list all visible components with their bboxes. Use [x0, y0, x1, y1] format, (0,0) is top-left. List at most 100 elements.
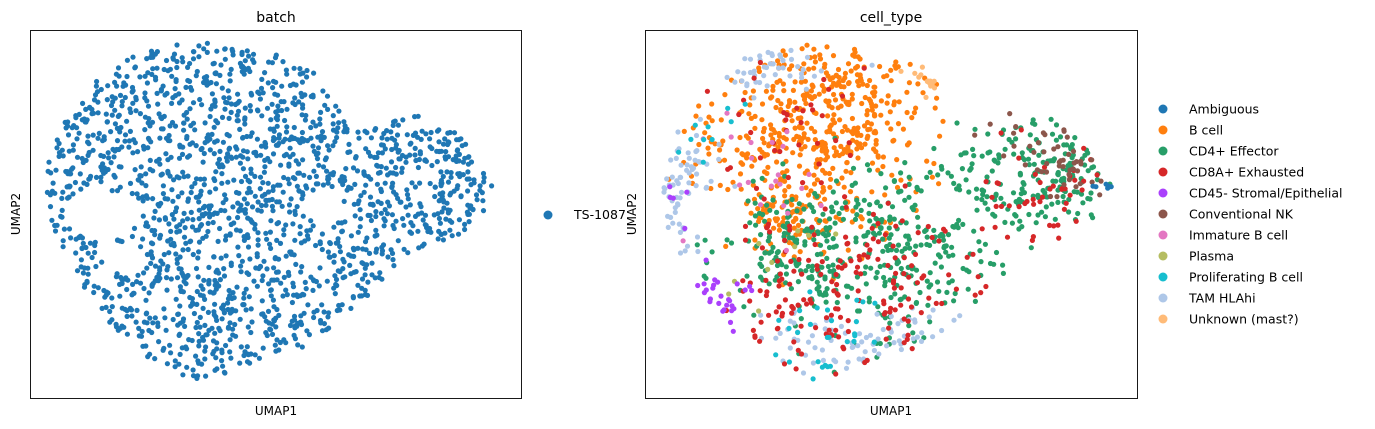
- batch-point: [111, 154, 117, 160]
- batch-point: [204, 74, 210, 80]
- cell-type-point-cd8a-exhausted: [791, 268, 797, 274]
- cell-type-point-conventional-nk: [1047, 193, 1054, 200]
- batch-point: [350, 165, 357, 171]
- batch-point: [155, 323, 161, 329]
- batch-point: [241, 237, 247, 243]
- cell-type-point-b-cell: [862, 141, 868, 147]
- batch-point: [270, 85, 276, 91]
- cell-type-point-conventional-nk: [1060, 157, 1066, 163]
- batch-point: [282, 117, 288, 124]
- batch-point: [318, 109, 324, 115]
- cell-type-point-cd8a-exhausted: [791, 339, 797, 345]
- batch-point: [304, 233, 311, 239]
- cell-type-point-b-cell: [775, 58, 781, 64]
- batch-point: [207, 113, 213, 120]
- batch-point: [379, 251, 385, 257]
- cell-type-point-cd8a-exhausted: [885, 262, 891, 269]
- batch-point: [209, 91, 215, 97]
- cell-type-point-cd4-effector: [894, 261, 900, 267]
- cell-type-point-cd8a-exhausted: [822, 206, 828, 212]
- batch-point: [144, 310, 150, 316]
- cell-type-point-conventional-nk: [1031, 149, 1037, 155]
- batch-point: [152, 74, 159, 80]
- batch-point: [275, 269, 281, 275]
- batch-point: [254, 251, 260, 257]
- cell-type-point-b-cell: [757, 146, 763, 152]
- batch-point: [196, 338, 202, 344]
- cell-type-point-cd8a-exhausted: [758, 319, 764, 325]
- batch-point: [168, 154, 174, 160]
- cell-type-point-cd4-effector: [1000, 262, 1006, 268]
- cell-type-point-cd4-effector: [785, 214, 791, 220]
- cell-type-point-b-cell: [888, 67, 894, 73]
- cell-type-point-cd8a-exhausted: [881, 311, 887, 317]
- cell-type-point-tam-hlahi: [724, 74, 730, 80]
- cell-type-point-b-cell: [859, 216, 865, 222]
- batch-point: [352, 213, 358, 219]
- batch-point: [270, 151, 277, 157]
- batch-point: [325, 249, 331, 255]
- cell-type-point-cd4-effector: [960, 265, 966, 272]
- cell-type-point-cd4-effector: [1069, 155, 1075, 161]
- batch-point: [436, 228, 442, 234]
- batch-point: [225, 179, 231, 185]
- cell-type-point-cd4-effector: [889, 204, 896, 210]
- cell-type-point-cd4-effector: [774, 209, 780, 215]
- cell-type-point-b-cell: [842, 70, 849, 76]
- batch-point: [474, 197, 480, 203]
- cell-type-point-cd4-effector: [702, 237, 708, 243]
- batch-point: [56, 150, 63, 156]
- batch-point: [135, 149, 141, 155]
- cell-type-point-b-cell: [864, 112, 870, 118]
- cell-type-point-cd8a-exhausted: [837, 314, 844, 320]
- legend-label-immature-b-cell: Immature B cell: [1189, 228, 1288, 243]
- batch-point: [237, 316, 243, 322]
- cell-type-point-cd8a-exhausted: [779, 313, 785, 319]
- batch-point: [190, 300, 196, 306]
- batch-point: [302, 279, 308, 285]
- batch-point: [456, 137, 462, 143]
- batch-point: [147, 123, 153, 129]
- cell-type-point-b-cell: [854, 146, 860, 152]
- batch-point: [334, 282, 340, 289]
- cell-type-point-tam-hlahi: [716, 141, 722, 147]
- batch-point: [156, 217, 162, 223]
- batch-point: [346, 252, 352, 258]
- batch-point: [407, 152, 413, 158]
- cell-type-point-cd4-effector: [968, 165, 974, 171]
- cell-type-point-cd8a-exhausted: [901, 340, 907, 346]
- batch-point: [137, 111, 143, 117]
- batch-point: [236, 208, 242, 214]
- batch-point: [45, 168, 51, 174]
- cell-type-point-cd8a-exhausted: [1055, 222, 1061, 228]
- batch-point: [329, 183, 335, 190]
- cell-type-point-cd4-effector: [1066, 209, 1072, 215]
- batch-point: [372, 233, 378, 239]
- batch-point: [261, 169, 267, 175]
- batch-point: [443, 149, 449, 155]
- batch-point: [210, 219, 216, 226]
- cell-type-point-cd4-effector: [1019, 186, 1025, 192]
- batch-point: [419, 128, 425, 134]
- batch-point: [295, 320, 301, 326]
- cell-type-point-cd8a-exhausted: [753, 185, 760, 191]
- batch-point: [134, 279, 140, 285]
- batch-point: [340, 266, 346, 272]
- cell-type-point-cd8a-exhausted: [875, 239, 882, 245]
- cell-type-point-cd4-effector: [1021, 181, 1027, 187]
- batch-point: [481, 179, 487, 185]
- batch-point: [195, 373, 201, 379]
- batch-point: [268, 287, 274, 293]
- batch-point: [290, 221, 296, 227]
- cell-type-point-b-cell: [756, 68, 763, 75]
- cell-type-point-cd4-effector: [915, 214, 921, 220]
- batch-point: [193, 73, 199, 79]
- cell-type-point-cd8a-exhausted: [1056, 235, 1062, 241]
- legend-label-unknown-mast: Unknown (mast?): [1189, 312, 1299, 327]
- batch-point: [219, 347, 225, 353]
- batch-point: [180, 169, 186, 175]
- cell-type-point-cd8a-exhausted: [858, 271, 864, 277]
- batch-point: [275, 182, 281, 188]
- batch-point: [323, 327, 329, 333]
- cell-type-point-cd4-effector: [788, 286, 795, 292]
